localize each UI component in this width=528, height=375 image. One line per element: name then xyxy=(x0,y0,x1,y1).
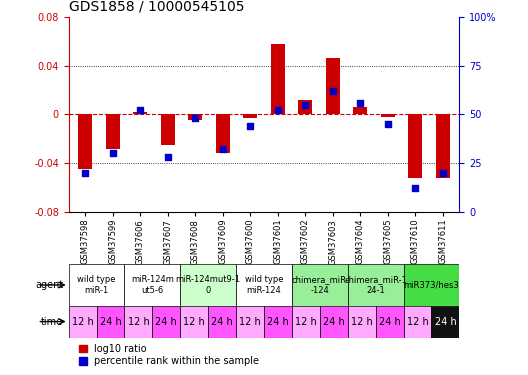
Bar xyxy=(243,114,257,118)
Bar xyxy=(298,100,312,114)
Bar xyxy=(292,264,348,306)
Point xyxy=(164,154,172,160)
Text: 12 h: 12 h xyxy=(407,316,428,327)
Text: chimera_miR-
-124: chimera_miR- -124 xyxy=(291,275,348,295)
Point xyxy=(219,147,227,153)
Bar xyxy=(348,264,403,306)
Text: 12 h: 12 h xyxy=(351,316,373,327)
Bar xyxy=(69,264,125,306)
Text: 12 h: 12 h xyxy=(183,316,205,327)
Point xyxy=(439,170,447,176)
Bar xyxy=(216,114,230,153)
Text: 24 h: 24 h xyxy=(267,316,289,327)
Bar xyxy=(97,306,125,338)
Bar xyxy=(403,306,431,338)
Bar xyxy=(271,44,285,114)
Bar xyxy=(69,306,97,338)
Text: 24 h: 24 h xyxy=(323,316,345,327)
Legend: log10 ratio, percentile rank within the sample: log10 ratio, percentile rank within the … xyxy=(79,344,259,366)
Point xyxy=(274,108,282,114)
Bar xyxy=(208,306,236,338)
Text: time: time xyxy=(41,316,63,327)
Text: miR-124mut9-1
0: miR-124mut9-1 0 xyxy=(176,275,241,295)
Text: 24 h: 24 h xyxy=(100,316,121,327)
Bar xyxy=(431,306,459,338)
Bar xyxy=(353,107,367,114)
Bar xyxy=(375,306,403,338)
Text: agent: agent xyxy=(35,280,63,290)
Text: GDS1858 / 10000545105: GDS1858 / 10000545105 xyxy=(69,0,244,13)
Point xyxy=(191,115,200,121)
Bar xyxy=(161,114,175,145)
Text: 24 h: 24 h xyxy=(435,316,456,327)
Point xyxy=(384,121,392,127)
Bar xyxy=(236,264,292,306)
Bar xyxy=(381,114,395,117)
Bar xyxy=(153,306,180,338)
Text: miR373/hes3: miR373/hes3 xyxy=(403,280,459,290)
Point xyxy=(411,186,420,192)
Point xyxy=(136,108,144,114)
Point xyxy=(108,150,117,156)
Bar xyxy=(436,114,450,178)
Text: 12 h: 12 h xyxy=(72,316,93,327)
Text: 24 h: 24 h xyxy=(155,316,177,327)
Bar xyxy=(125,306,153,338)
Bar xyxy=(292,306,320,338)
Bar xyxy=(78,114,92,169)
Bar xyxy=(106,114,119,148)
Bar xyxy=(403,264,459,306)
Text: 12 h: 12 h xyxy=(239,316,261,327)
Bar xyxy=(180,264,236,306)
Text: miR-124m
ut5-6: miR-124m ut5-6 xyxy=(131,275,174,295)
Text: 24 h: 24 h xyxy=(211,316,233,327)
Point xyxy=(356,100,364,106)
Bar xyxy=(264,306,292,338)
Bar xyxy=(348,306,375,338)
Text: 12 h: 12 h xyxy=(295,316,317,327)
Bar xyxy=(326,58,340,114)
Point xyxy=(81,170,89,176)
Text: 12 h: 12 h xyxy=(128,316,149,327)
Bar xyxy=(133,112,147,114)
Bar xyxy=(320,306,348,338)
Bar xyxy=(236,306,264,338)
Bar xyxy=(180,306,208,338)
Text: 24 h: 24 h xyxy=(379,316,400,327)
Point xyxy=(301,102,309,108)
Point xyxy=(328,88,337,94)
Text: wild type
miR-124: wild type miR-124 xyxy=(245,275,283,295)
Text: wild type
miR-1: wild type miR-1 xyxy=(77,275,116,295)
Point xyxy=(246,123,254,129)
Text: chimera_miR-1
24-1: chimera_miR-1 24-1 xyxy=(344,275,407,295)
Bar xyxy=(409,114,422,178)
Bar xyxy=(125,264,180,306)
Bar xyxy=(188,114,202,120)
